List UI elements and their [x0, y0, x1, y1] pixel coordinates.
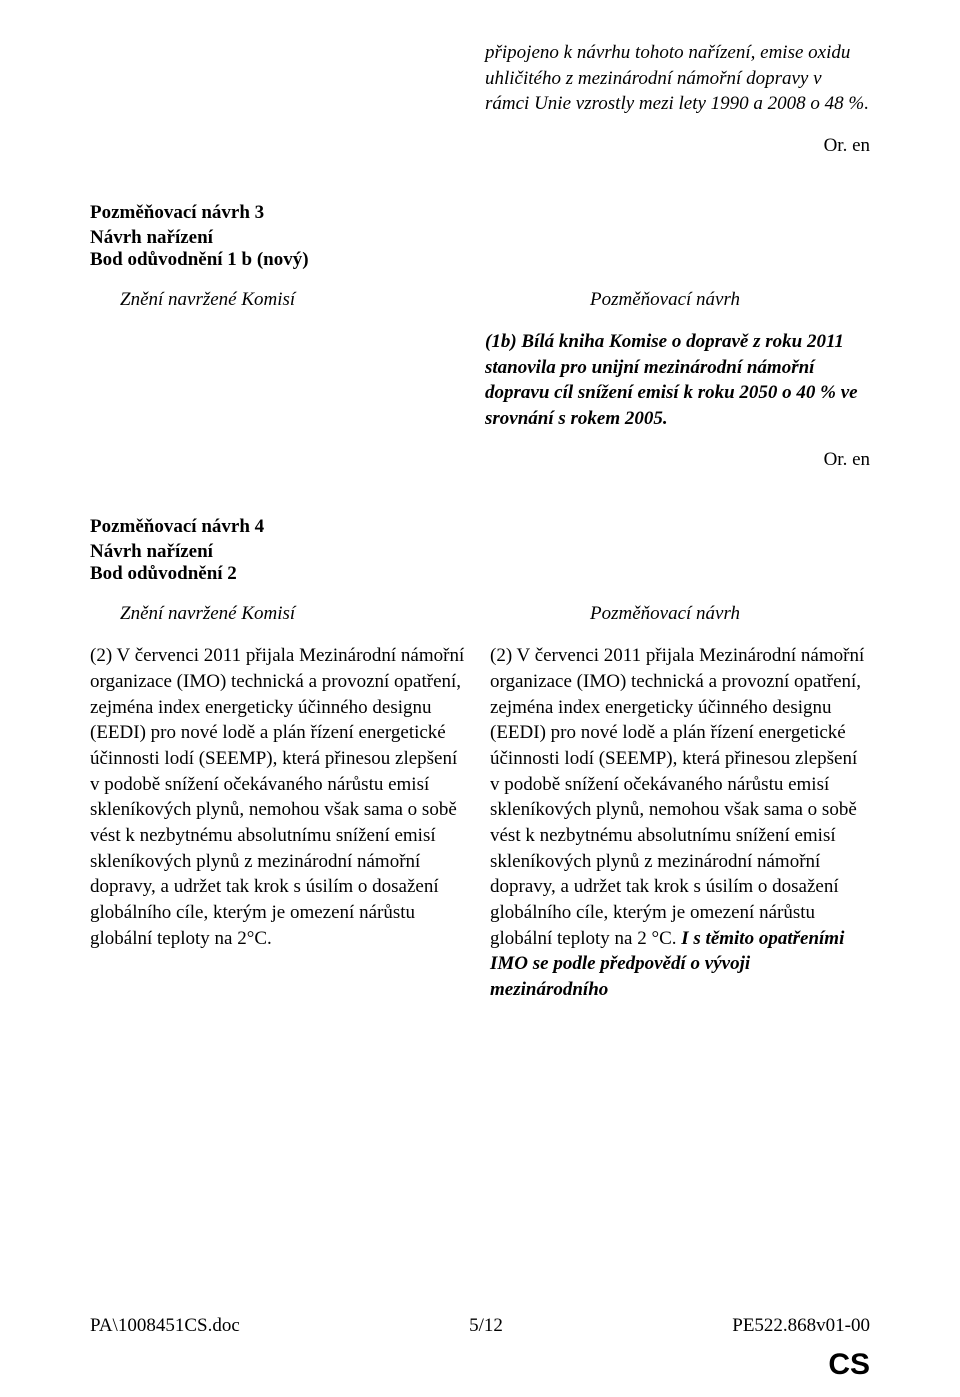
amendment-3-header-right: Pozměňovací návrh	[480, 289, 870, 311]
footer-center: 5/12	[469, 1315, 503, 1337]
or-en-2: Or. en	[90, 449, 870, 471]
intro-paragraph: připojeno k návrhu tohoto nařízení, emis…	[485, 40, 870, 117]
amendment-3-body-right: (1b) Bílá kniha Komise o dopravě z roku …	[485, 329, 870, 432]
amendment-4-body: (2) V červenci 2011 přijala Mezinárodní …	[90, 643, 870, 1002]
amendment-4-header-right: Pozměňovací návrh	[480, 603, 870, 625]
amendment-4-body-right-p1: (2) V červenci 2011 přijala Mezinárodní …	[490, 645, 864, 948]
amendment-4-regulation: Návrh nařízení	[90, 541, 870, 563]
amendment-4-body-left: (2) V červenci 2011 přijala Mezinárodní …	[90, 643, 470, 1002]
footer-right: PE522.868v01-00	[732, 1315, 870, 1337]
amendment-3-label: Pozměňovací návrh 3	[90, 202, 870, 224]
amendment-4-body-right: (2) V červenci 2011 přijala Mezinárodní …	[490, 643, 870, 1002]
or-en-1: Or. en	[90, 135, 870, 157]
amendment-4-label: Pozměňovací návrh 4	[90, 516, 870, 538]
amendment-4: Pozměňovací návrh 4 Návrh nařízení Bod o…	[90, 516, 870, 1002]
amendment-3-header: Znění navržené Komisí Pozměňovací návrh	[90, 289, 870, 311]
amendment-4-header-left: Znění navržené Komisí	[90, 603, 480, 625]
amendment-3: Pozměňovací návrh 3 Návrh nařízení Bod o…	[90, 202, 870, 472]
footer-left: PA\1008451CS.doc	[90, 1315, 240, 1337]
footer: PA\1008451CS.doc 5/12 PE522.868v01-00	[90, 1315, 870, 1337]
amendment-3-regulation: Návrh nařízení	[90, 227, 870, 249]
amendment-4-header: Znění navržené Komisí Pozměňovací návrh	[90, 603, 870, 625]
amendment-3-recital: Bod odůvodnění 1 b (nový)	[90, 249, 870, 271]
amendment-4-recital: Bod odůvodnění 2	[90, 563, 870, 585]
amendment-3-header-left: Znění navržené Komisí	[90, 289, 480, 311]
language-code: CS	[828, 1348, 870, 1382]
